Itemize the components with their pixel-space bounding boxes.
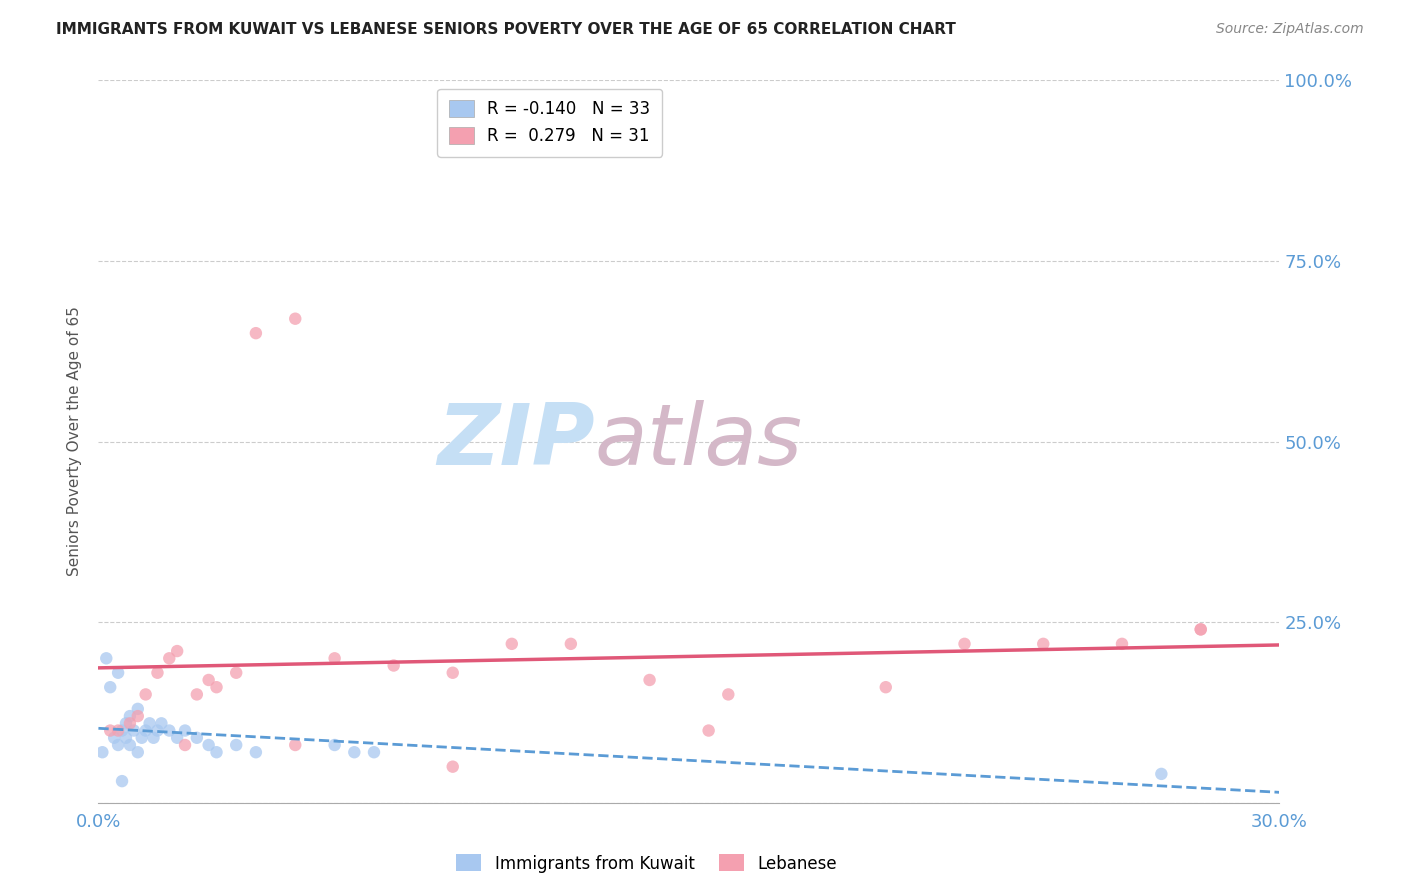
Point <box>363 745 385 759</box>
Legend: Immigrants from Kuwait, Lebanese: Immigrants from Kuwait, Lebanese <box>450 847 844 880</box>
Point <box>245 745 267 759</box>
Point <box>225 738 247 752</box>
Point <box>107 738 129 752</box>
Point <box>157 723 180 738</box>
Point <box>284 738 307 752</box>
Point <box>115 716 138 731</box>
Point <box>697 723 720 738</box>
Point <box>98 680 121 694</box>
Point <box>115 731 138 745</box>
Point <box>157 651 180 665</box>
Text: Source: ZipAtlas.com: Source: ZipAtlas.com <box>1216 22 1364 37</box>
Legend: R = -0.140   N = 33, R =  0.279   N = 31: R = -0.140 N = 33, R = 0.279 N = 31 <box>437 88 662 157</box>
Point <box>1189 623 1212 637</box>
Text: atlas: atlas <box>595 400 803 483</box>
Point <box>205 680 228 694</box>
Point <box>197 738 219 752</box>
Point <box>118 716 141 731</box>
Point <box>323 651 346 665</box>
Point <box>1150 767 1173 781</box>
Point <box>382 658 405 673</box>
Point <box>174 738 197 752</box>
Point <box>166 644 188 658</box>
Point <box>205 745 228 759</box>
Point <box>91 745 114 759</box>
Text: IMMIGRANTS FROM KUWAIT VS LEBANESE SENIORS POVERTY OVER THE AGE OF 65 CORRELATIO: IMMIGRANTS FROM KUWAIT VS LEBANESE SENIO… <box>56 22 956 37</box>
Point <box>111 723 134 738</box>
Point <box>717 687 740 701</box>
Point <box>638 673 661 687</box>
Point <box>150 716 173 731</box>
Point <box>135 723 157 738</box>
Point <box>225 665 247 680</box>
Point <box>131 731 153 745</box>
Point <box>103 731 125 745</box>
Point <box>186 687 208 701</box>
Point <box>1189 623 1212 637</box>
Text: ZIP: ZIP <box>437 400 595 483</box>
Point <box>501 637 523 651</box>
Point <box>118 738 141 752</box>
Point <box>127 702 149 716</box>
Point <box>107 723 129 738</box>
Point <box>96 651 118 665</box>
Point <box>245 326 267 340</box>
Point <box>146 665 169 680</box>
Point <box>875 680 897 694</box>
Point <box>953 637 976 651</box>
Point <box>441 665 464 680</box>
Point <box>560 637 582 651</box>
Point <box>174 723 197 738</box>
Point <box>98 723 121 738</box>
Point <box>186 731 208 745</box>
Point <box>146 723 169 738</box>
Point <box>166 731 188 745</box>
Y-axis label: Seniors Poverty Over the Age of 65: Seniors Poverty Over the Age of 65 <box>67 307 83 576</box>
Point <box>135 687 157 701</box>
Point <box>1111 637 1133 651</box>
Point <box>138 716 160 731</box>
Point <box>142 731 165 745</box>
Point <box>284 311 307 326</box>
Point <box>1032 637 1054 651</box>
Point <box>197 673 219 687</box>
Point <box>107 665 129 680</box>
Point <box>122 723 145 738</box>
Point <box>111 774 134 789</box>
Point <box>127 709 149 723</box>
Point <box>343 745 366 759</box>
Point <box>323 738 346 752</box>
Point <box>127 745 149 759</box>
Point <box>118 709 141 723</box>
Point <box>441 760 464 774</box>
